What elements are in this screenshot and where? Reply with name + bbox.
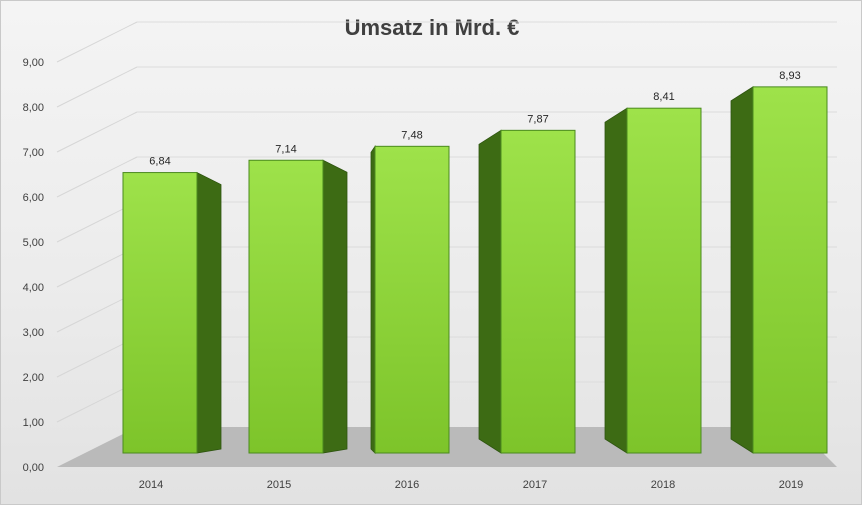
y-tick-label: 8,00 <box>23 102 44 114</box>
x-tick-label: 2016 <box>395 479 419 491</box>
bar <box>122 172 198 454</box>
data-label: 7,14 <box>275 143 296 155</box>
bar <box>752 86 828 454</box>
bar-side <box>370 144 376 454</box>
bar <box>500 129 576 454</box>
bar-side <box>478 129 502 454</box>
y-tick-label: 3,00 <box>23 327 44 339</box>
y-tick-label: 5,00 <box>23 237 44 249</box>
x-tick-label: 2019 <box>779 479 803 491</box>
bar <box>626 107 702 454</box>
x-tick-label: 2018 <box>651 479 675 491</box>
chart-title: Umsatz in Mrd. € <box>345 15 520 40</box>
y-tick-label: 0,00 <box>23 462 44 474</box>
bar <box>374 145 450 454</box>
bar-side <box>604 107 628 454</box>
y-tick-label: 4,00 <box>23 282 44 294</box>
y-tick-label: 7,00 <box>23 147 44 159</box>
y-tick-label: 1,00 <box>23 417 44 429</box>
data-label: 8,93 <box>779 70 800 82</box>
bar-side <box>730 86 754 454</box>
y-tick-label: 2,00 <box>23 372 44 384</box>
y-tick-label: 6,00 <box>23 192 44 204</box>
gridline-depth <box>56 111 138 153</box>
gridline-depth <box>56 21 138 63</box>
bar-layer: 6,84 7,14 7,48 7,87 8,41 8,93 <box>122 70 828 454</box>
data-label: 6,84 <box>149 156 170 168</box>
bar <box>248 159 324 454</box>
data-label: 7,87 <box>527 113 548 125</box>
x-tick-label: 2017 <box>523 479 547 491</box>
axis-layer: 0,00 1,00 2,00 3,00 4,00 5,00 6,00 7,00 8,00 9,00… <box>23 57 804 491</box>
x-tick-label: 2015 <box>267 479 291 491</box>
gridline-depth <box>56 66 138 108</box>
data-label: 7,48 <box>401 129 422 141</box>
x-tick-label: 2014 <box>139 479 163 491</box>
bar-side <box>322 159 348 454</box>
gridline-depth <box>56 156 138 198</box>
y-tick-label: 9,00 <box>23 57 44 69</box>
bar-side <box>196 171 222 454</box>
data-label: 8,41 <box>653 91 674 103</box>
